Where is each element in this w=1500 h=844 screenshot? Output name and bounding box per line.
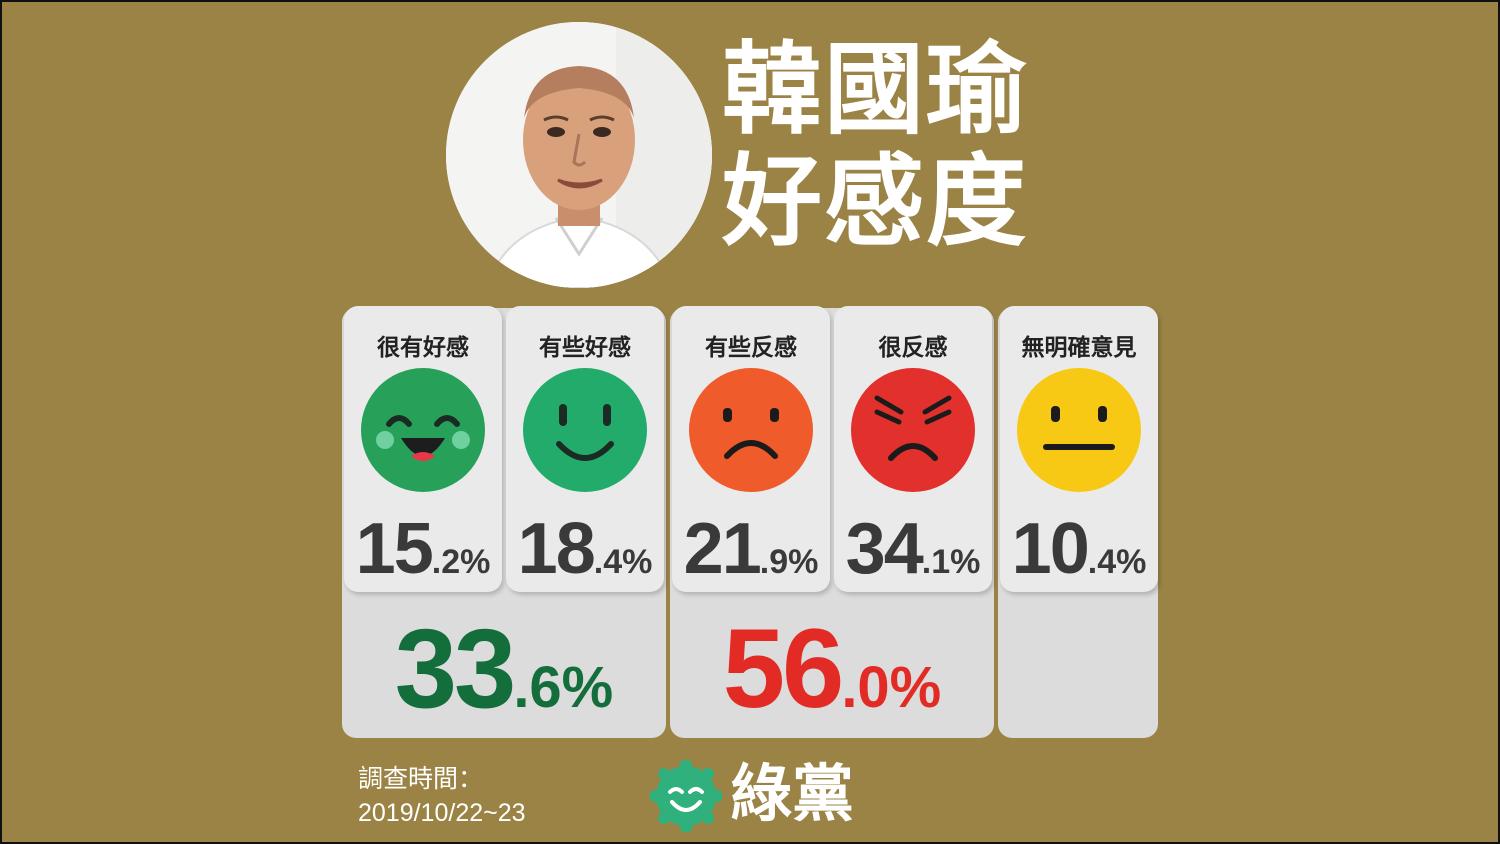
survey-date: 調查時間： 2019/10/22~23 — [358, 762, 526, 830]
category-label: 有些反感 — [705, 335, 797, 361]
survey-date-value: 2019/10/22~23 — [358, 799, 526, 827]
favorable-total: 33.6% — [394, 606, 614, 731]
category-label: 無明確意見 — [1021, 335, 1137, 361]
category-label: 很反感 — [878, 335, 948, 361]
laughing-face-icon — [361, 368, 485, 492]
category-label: 很有好感 — [377, 335, 469, 361]
category-card-somewhat-favorable: 有些好感 — [506, 306, 664, 592]
green-party-logo-text: 綠黨 — [730, 757, 855, 830]
green-party-logo-icon — [650, 760, 722, 832]
sad-face-icon — [689, 368, 813, 492]
portrait-photo — [446, 22, 712, 288]
value-label-very-favorable: 15.2% — [355, 509, 491, 589]
value-label-somewhat-unfavorable: 21.9% — [683, 509, 819, 589]
value-label-very-unfavorable: 34.1% — [845, 509, 981, 589]
category-label: 有些好感 — [539, 335, 631, 361]
smiling-face-icon — [523, 368, 647, 492]
value-label-somewhat-favorable: 18.4% — [517, 509, 653, 589]
value-label-no-opinion: 10.4% — [1011, 509, 1147, 589]
category-card-very-favorable: 很有好感 — [344, 306, 502, 592]
category-card-no-opinion: 無明確意見 — [1000, 306, 1158, 592]
neutral-face-icon — [1017, 368, 1141, 492]
category-card-somewhat-unfavorable: 有些反感 — [672, 306, 830, 592]
survey-label: 調查時間： — [358, 765, 484, 793]
title-line-1: 韓國瑜 — [722, 31, 1028, 148]
angry-face-icon — [851, 368, 975, 492]
page-title: 韓國瑜 好感度 — [722, 34, 1028, 258]
unfavorable-total: 56.0% — [722, 606, 942, 731]
title-line-2: 好感度 — [722, 143, 1028, 260]
category-card-very-unfavorable: 很反感 — [834, 306, 992, 592]
